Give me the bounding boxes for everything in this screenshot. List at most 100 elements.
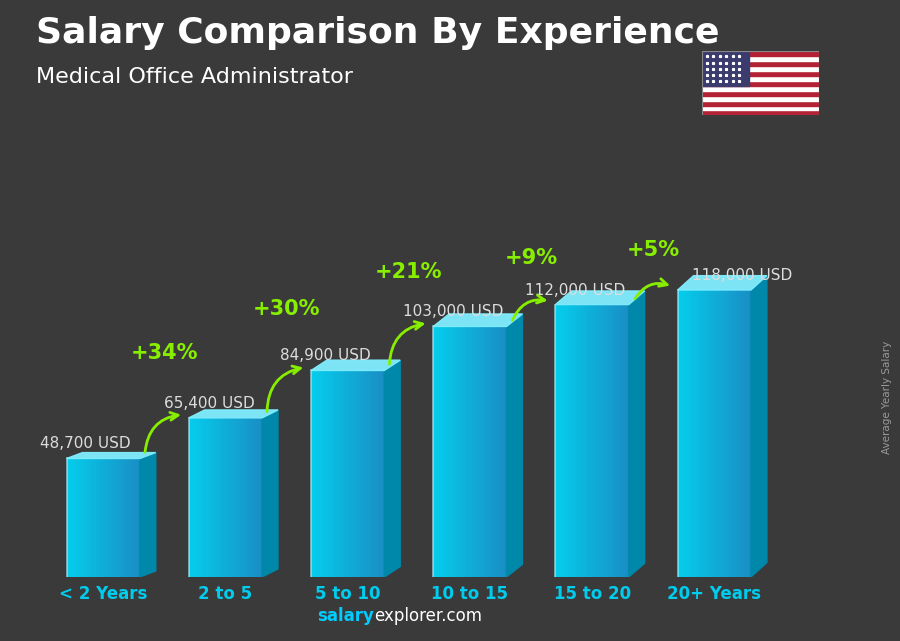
Bar [189,418,191,577]
Bar [364,370,367,577]
Bar [225,418,228,577]
Bar [240,418,243,577]
Bar [626,304,629,577]
Bar [311,370,313,577]
Bar [729,290,732,577]
Bar [347,370,350,577]
Bar [702,106,819,110]
Bar [96,458,98,577]
Bar [702,86,819,91]
Bar [702,101,819,106]
Bar [336,370,338,577]
Bar [328,370,330,577]
Bar [736,290,739,577]
Bar [698,290,699,577]
Bar [326,370,328,577]
Bar [688,290,690,577]
Bar [255,418,257,577]
Bar [450,326,453,577]
Bar [680,290,682,577]
Bar [330,370,333,577]
Bar [355,370,357,577]
Bar [81,458,84,577]
Bar [587,304,590,577]
Bar [235,418,238,577]
Bar [599,304,602,577]
Bar [74,458,76,577]
Bar [350,370,353,577]
Bar [707,290,709,577]
Bar [448,326,450,577]
Bar [79,458,81,577]
Bar [477,326,480,577]
Bar [685,290,688,577]
Polygon shape [751,276,767,577]
Bar [211,418,213,577]
Bar [346,370,347,577]
Bar [692,290,695,577]
Polygon shape [555,291,644,304]
Bar [357,370,360,577]
Bar [438,326,441,577]
Bar [443,326,446,577]
Bar [472,326,475,577]
Bar [118,458,121,577]
Bar [446,326,448,577]
Bar [702,61,819,66]
Bar [497,326,500,577]
Bar [568,304,570,577]
Bar [734,290,736,577]
Bar [561,304,562,577]
Bar [101,458,104,577]
Text: +5%: +5% [626,240,680,260]
Bar [453,326,455,577]
Bar [67,458,69,577]
Bar [223,418,225,577]
Bar [320,370,323,577]
Bar [609,304,612,577]
Bar [614,304,617,577]
Bar [702,71,819,76]
Bar [84,458,86,577]
Text: Average Yearly Salary: Average Yearly Salary [881,341,892,454]
Bar [555,304,558,577]
Bar [487,326,490,577]
Bar [492,326,494,577]
Bar [367,370,370,577]
Bar [558,304,561,577]
Bar [91,458,94,577]
Bar [604,304,607,577]
Bar [702,91,819,96]
Bar [340,370,343,577]
Bar [245,418,248,577]
Bar [113,458,115,577]
Bar [360,370,363,577]
Bar [343,370,346,577]
Bar [621,304,624,577]
Text: 118,000 USD: 118,000 USD [692,268,793,283]
Bar [702,51,819,56]
Text: 112,000 USD: 112,000 USD [525,283,625,297]
Bar [98,458,101,577]
Bar [582,304,585,577]
Bar [726,290,729,577]
Bar [191,418,193,577]
Bar [595,304,597,577]
Bar [313,370,316,577]
Bar [490,326,492,577]
Bar [194,418,196,577]
Bar [602,304,604,577]
Bar [742,290,743,577]
Bar [382,370,384,577]
Bar [465,326,467,577]
Bar [436,326,438,577]
Bar [480,326,482,577]
Bar [470,326,472,577]
Bar [86,458,88,577]
Text: 48,700 USD: 48,700 USD [40,437,130,451]
Bar [702,76,819,81]
Bar [122,458,125,577]
Bar [108,458,111,577]
Text: 103,000 USD: 103,000 USD [402,304,503,319]
Bar [132,458,135,577]
